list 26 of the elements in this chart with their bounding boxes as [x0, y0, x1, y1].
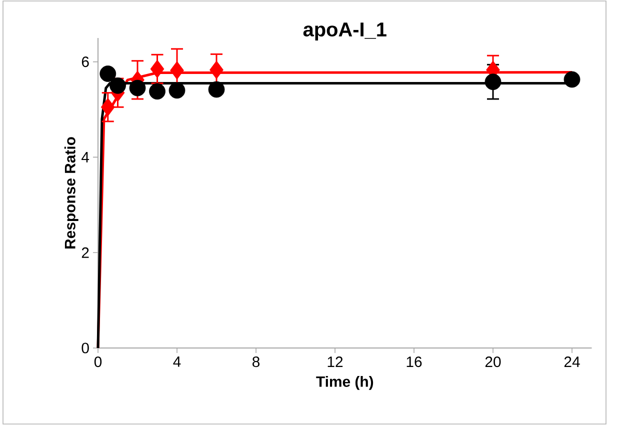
point — [484, 74, 502, 90]
x-axis-title: Time (h) — [316, 376, 374, 390]
x-tick-label: 12 — [328, 356, 343, 367]
point — [100, 66, 116, 82]
point — [564, 71, 580, 88]
y-tick-label: 6 — [82, 56, 89, 68]
y-tick-label: 0 — [82, 342, 89, 354]
point — [149, 83, 166, 100]
y-axis-title: Response Ratio — [64, 137, 78, 248]
point — [168, 82, 186, 99]
point — [100, 98, 115, 116]
point — [208, 81, 225, 98]
x-tick-label: 24 — [564, 356, 580, 367]
x-tick-label: 8 — [252, 356, 260, 368]
x-tick-label: 16 — [406, 356, 422, 368]
y-tick-label: 4 — [82, 152, 90, 162]
x-tick-label: 4 — [173, 356, 181, 367]
chart-title: apoA-I_1 — [303, 22, 386, 40]
x-tick-label: 20 — [485, 356, 501, 368]
y-tick-label: 2 — [82, 247, 89, 258]
point — [170, 61, 184, 80]
point — [210, 60, 224, 80]
x-tick-label: 0 — [94, 356, 102, 368]
point — [150, 60, 164, 78]
point — [129, 80, 146, 96]
point — [110, 77, 126, 94]
